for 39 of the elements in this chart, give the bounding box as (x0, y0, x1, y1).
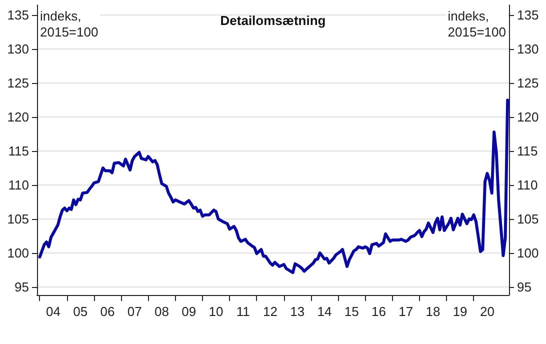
y-tick-label: 125 (7, 76, 29, 91)
y-tick-label: 100 (7, 245, 29, 260)
x-tick-label: 09 (182, 304, 196, 319)
y2-tick-label: 130 (517, 42, 539, 57)
y2-tick-label: 135 (517, 8, 539, 23)
x-tick-label: 15 (344, 304, 359, 319)
y-tick-label: 135 (7, 8, 29, 23)
y2-tick-label: 115 (517, 144, 538, 159)
y-tick-label: 105 (7, 211, 29, 226)
y-tick-label: 130 (7, 42, 29, 57)
x-tick-label: 14 (317, 304, 332, 319)
x-tick-label: 17 (398, 304, 414, 319)
x-tick-label: 12 (263, 304, 278, 319)
x-tick-label: 13 (290, 304, 305, 319)
y2-tick-label: 110 (517, 177, 538, 192)
x-tick-label: 05 (73, 304, 88, 319)
y2-tick-label: 95 (517, 279, 532, 294)
x-tick-label: 20 (480, 304, 494, 319)
y2-tick-label: 120 (517, 110, 539, 125)
x-tick-label: 06 (100, 304, 115, 319)
x-tick-label: 10 (208, 304, 224, 319)
y2-tick-label: 105 (517, 211, 539, 226)
line-series (38, 98, 510, 274)
x-tick-label: 07 (127, 304, 142, 319)
y-axis-title: indeks, 2015=100 (40, 8, 98, 40)
x-tick-label: 19 (452, 304, 468, 319)
y-tick-label: 115 (8, 144, 29, 159)
y2-tick-label: 100 (517, 245, 539, 260)
x-tick-label: 08 (154, 304, 169, 319)
text: Detailomsætning (220, 13, 326, 28)
x-tick-label: 18 (426, 304, 440, 319)
x-tick-label: 16 (372, 304, 386, 319)
y-tick-label: 95 (14, 279, 29, 294)
y2-axis-title: indeks, 2015=100 (448, 8, 506, 40)
x-tick-label: 11 (236, 304, 250, 319)
y2-tick-label: 125 (517, 76, 539, 91)
y-tick-label: 110 (8, 177, 29, 192)
x-tick-label: 04 (46, 304, 60, 319)
y-tick-label: 120 (7, 110, 29, 125)
